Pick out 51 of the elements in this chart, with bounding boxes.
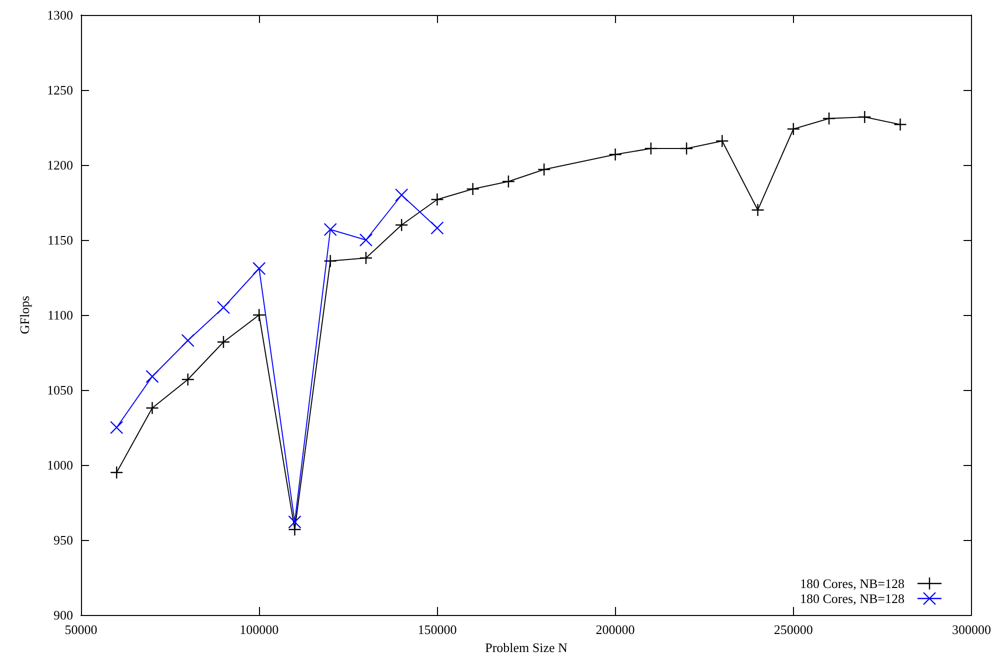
y-tick-label: 1000 (47, 458, 73, 472)
y-tick-label: 900 (54, 608, 73, 622)
point (894, 118, 907, 132)
point (394, 218, 408, 232)
point (110, 466, 124, 480)
point (216, 300, 230, 314)
x-tick-label: 50000 (64, 622, 98, 637)
point (644, 142, 658, 156)
y-tick-label: 1100 (47, 308, 73, 322)
y-tick-label: 1200 (47, 158, 73, 172)
point (537, 162, 551, 176)
x-tick-label: 300000 (952, 622, 991, 637)
point (680, 142, 694, 156)
y-tick-label: 1250 (47, 82, 73, 98)
legend-label: 180 Cores, NB=128 (800, 591, 904, 606)
y-axis-title: GFlops (17, 296, 32, 334)
x-tick-label: 200000 (596, 622, 635, 637)
point (216, 335, 230, 349)
y-tick-label: 1050 (47, 382, 73, 398)
point (858, 110, 872, 124)
x-tick-label: 150000 (418, 622, 457, 637)
y-tick-label: 1150 (47, 232, 73, 248)
y-tick-label: 950 (54, 532, 73, 548)
point (324, 222, 337, 236)
point (181, 372, 194, 386)
point (502, 174, 516, 188)
point (146, 370, 159, 384)
x-tick-label: 100000 (240, 622, 279, 637)
point (822, 112, 836, 126)
point (716, 134, 729, 148)
point (359, 251, 373, 265)
y-tick-label: 1300 (47, 8, 73, 22)
point (181, 334, 194, 348)
point (252, 262, 266, 276)
point (359, 233, 373, 247)
point (394, 188, 408, 202)
point (466, 182, 480, 196)
point (751, 203, 764, 217)
x-axis-title: Problem Size N (485, 640, 568, 655)
point (288, 522, 302, 536)
point (430, 221, 444, 235)
point (324, 254, 337, 268)
legend-label: 180 Cores, NB=128 (800, 576, 904, 591)
point (146, 401, 159, 415)
point (288, 515, 302, 529)
point (430, 192, 444, 206)
point (786, 122, 800, 136)
x-tick-label: 250000 (774, 622, 813, 637)
point (608, 148, 622, 162)
point (110, 420, 124, 434)
point (252, 308, 266, 322)
